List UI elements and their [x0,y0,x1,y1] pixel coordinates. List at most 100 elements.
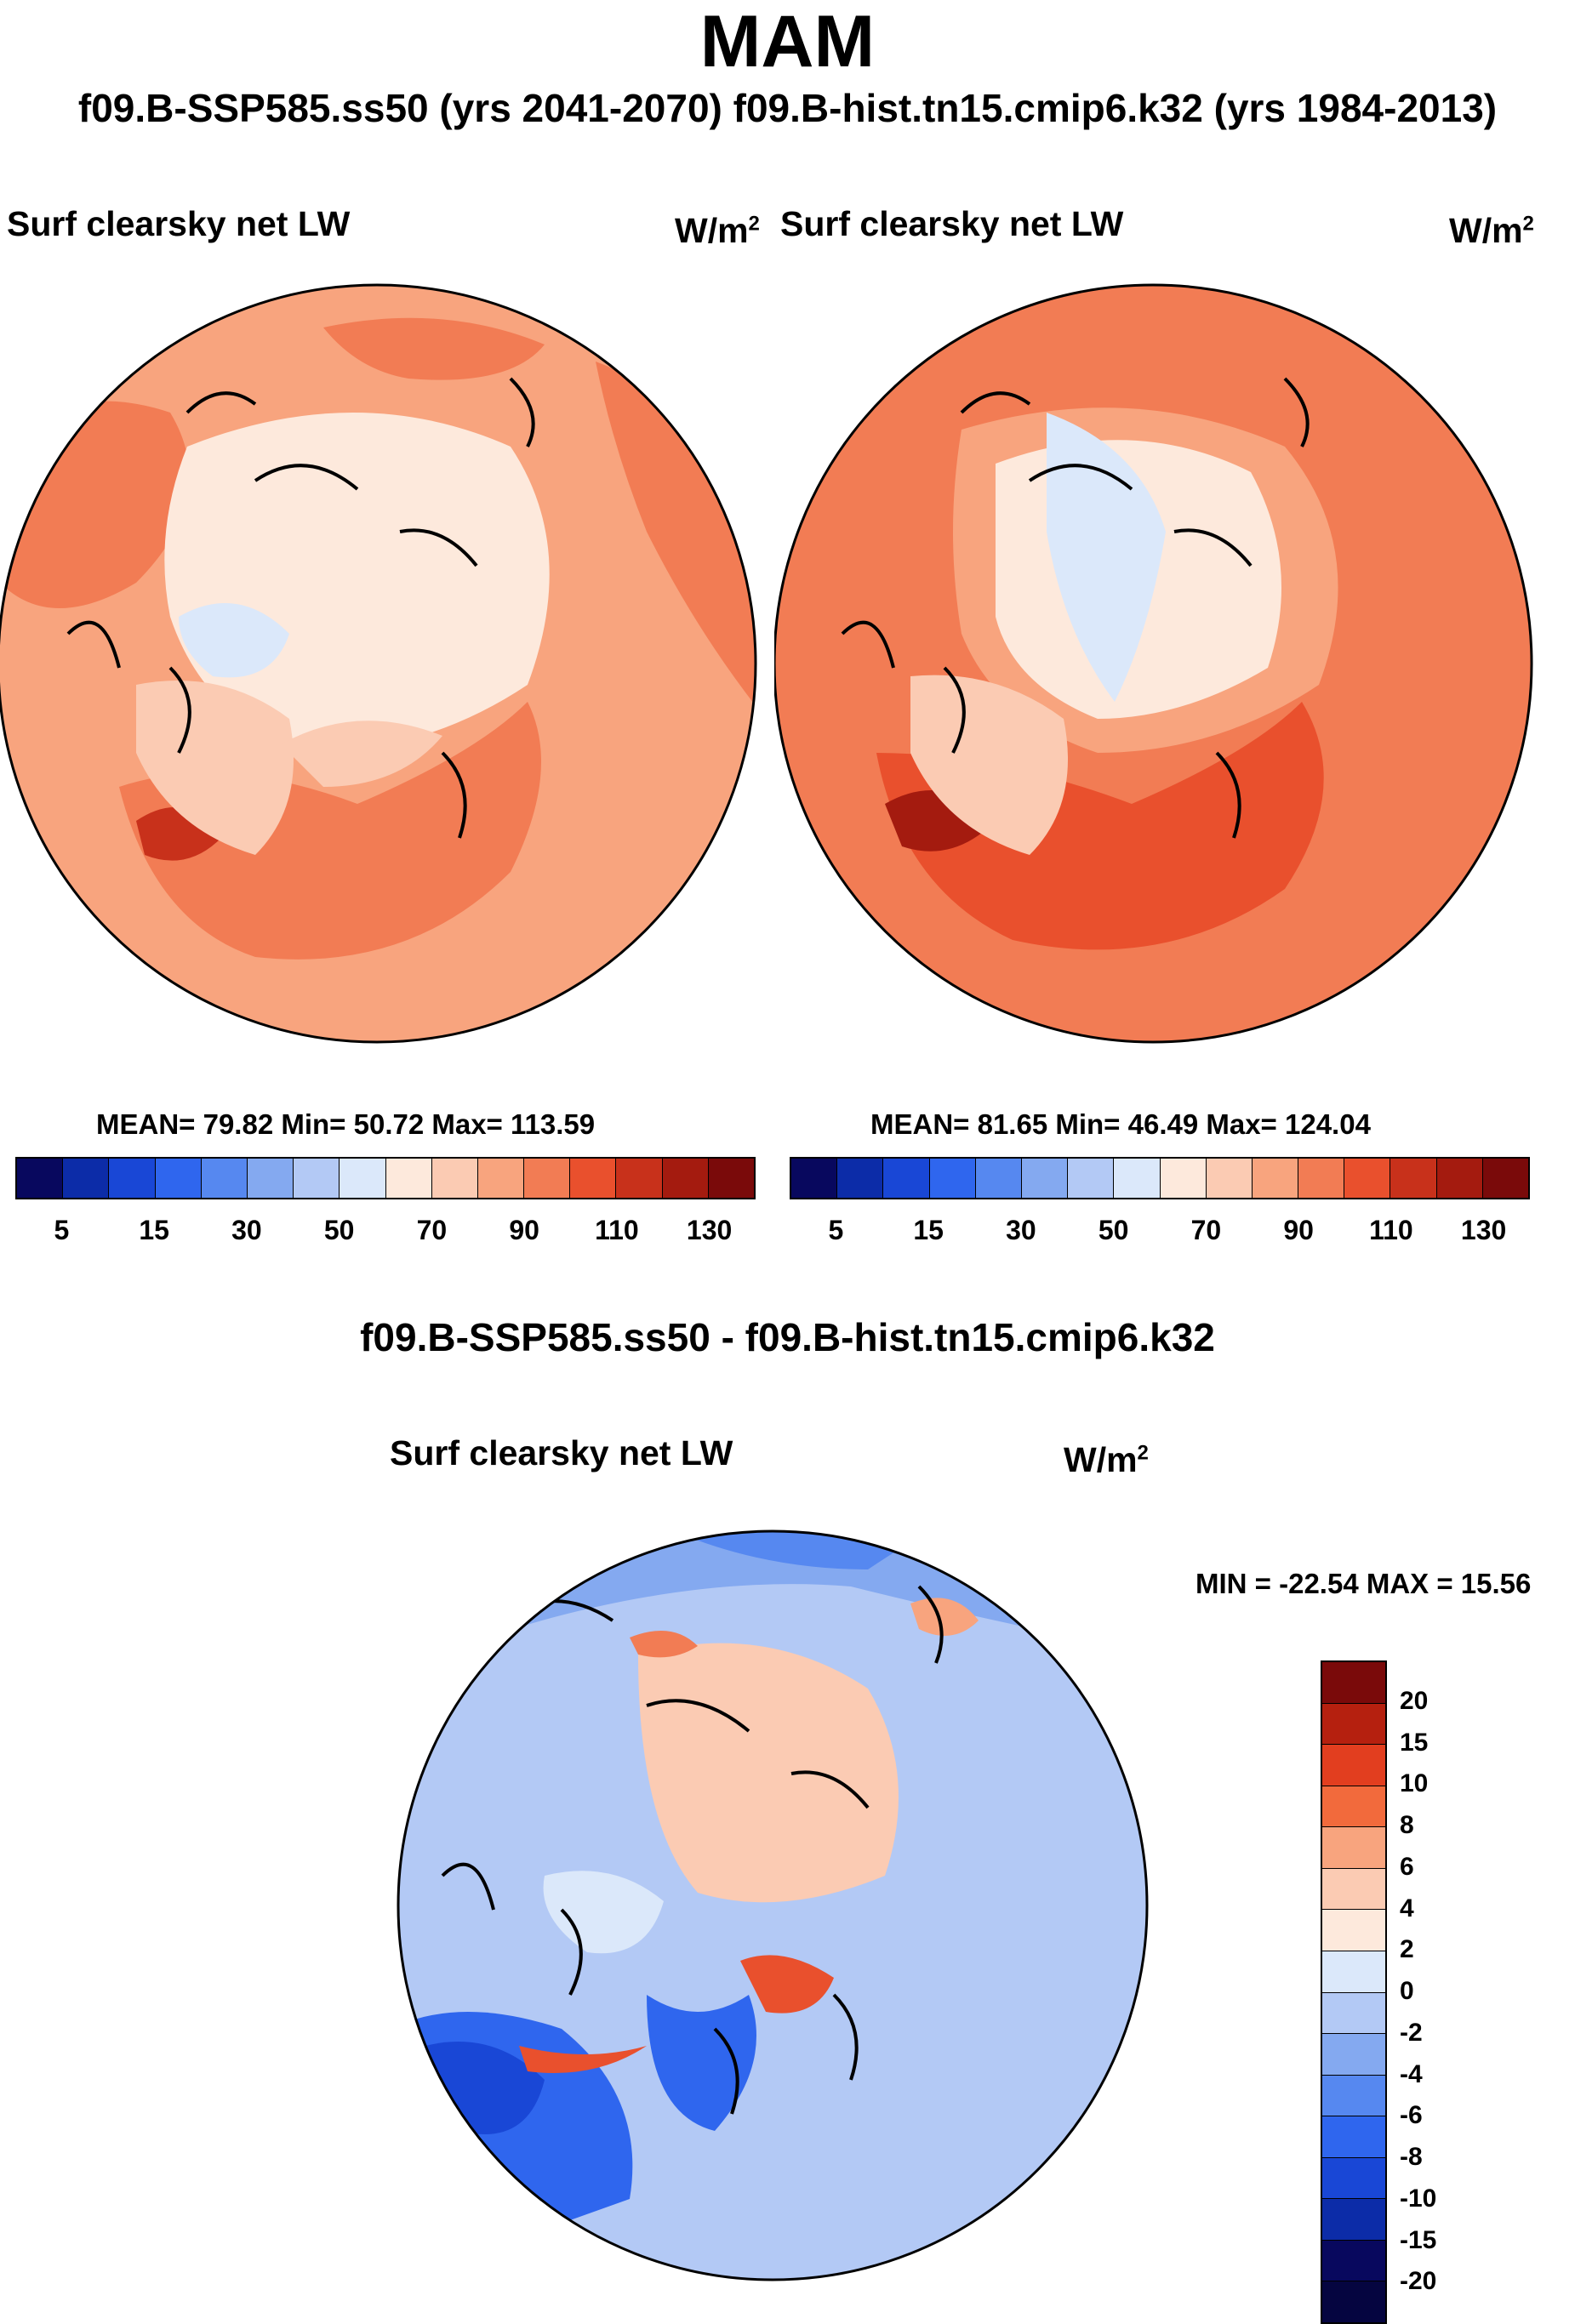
colorbar-swatch [1160,1159,1207,1198]
colorbar-swatch [929,1159,976,1198]
panel3-region-iceland-pos [519,2046,647,2073]
colorbar-tick-label: -2 [1400,2018,1423,2047]
colorbar-tick-label: 50 [323,1215,355,1245]
colorbar-tick-label: -20 [1400,2267,1437,2296]
colorbar-tick-label: 0 [1400,1977,1414,2005]
colorbar-swatch [385,1159,432,1198]
colorbar-tick-label: 90 [1283,1215,1314,1245]
panel2-title: Surf clearsky net LW [780,204,1124,243]
colorbar-swatch [1322,1662,1385,1704]
colorbar-swatch [1322,1992,1385,2035]
colorbar-tick-label: 4 [1400,1894,1414,1922]
colorbar-swatch [1482,1159,1528,1198]
panel1-region-ocean-edge [281,721,442,787]
colorbar-tick-label: 15 [913,1215,944,1245]
colorbar-tick-label: 30 [1006,1215,1036,1245]
colorbar-swatch [837,1159,884,1198]
colorbar-swatch [1322,1910,1385,1951]
colorbar-tick-label: 6 [1400,1852,1414,1881]
colorbar-swatch [1390,1159,1437,1198]
colorbar-swatch [201,1159,248,1198]
colorbar-swatch [1322,1703,1385,1746]
colorbar-tick-label: 110 [1369,1215,1413,1245]
colorbar-tick-label: 90 [509,1215,539,1245]
panel2-region-greenland [910,675,1068,855]
panel3-title: Surf clearsky net LW [390,1433,733,1472]
colorbar-swatch [708,1159,754,1198]
panel1-region-atlantic [119,702,541,960]
colorbar-tick-label: -10 [1400,2184,1437,2213]
colorbar-tick-label: -4 [1400,2059,1423,2088]
colorbar-swatch [1322,2116,1385,2158]
colorbar-tick-label: 8 [1400,1811,1414,1839]
colorbar-tick-label: -8 [1400,2143,1423,2171]
colorbar-swatch [1322,1868,1385,1911]
colorbar-swatch [883,1159,930,1198]
panel1-units: W/m2 [675,211,760,250]
panel3-region-norwegian-neg [647,1995,756,2131]
colorbar-tick-label: 2 [1400,1935,1414,1964]
panel3-coastlines [441,1585,944,2115]
colorbar-tick-label: 70 [416,1215,448,1245]
colorbar-swatch [1322,2157,1385,2200]
colorbar-swatch [431,1159,478,1198]
colorbar-swatch [1322,1951,1385,1993]
colorbar-swatch [1322,1786,1385,1828]
colorbar-swatch [247,1159,294,1198]
colorbar-swatch [17,1159,64,1198]
colorbar-tick-label: 30 [231,1215,262,1245]
panel3-units: W/m2 [1064,1440,1149,1479]
colorbar-tick-label: -6 [1400,2101,1423,2130]
colorbar-swatch [340,1159,386,1198]
colorbar-swatch [63,1159,110,1198]
colorbar-tick-label: 110 [595,1215,639,1245]
colorbar-swatch [1344,1159,1391,1198]
panel1-coastlines [66,377,535,839]
colorbar-tick-label: 130 [686,1215,733,1245]
panel2-units: W/m2 [1449,211,1534,250]
panel3-region-archipelago [543,1871,664,1954]
panel3-region-arctic-ocean [638,1643,899,1903]
colorbar-swatch [1322,2199,1385,2241]
colorbar-swatch [791,1159,838,1198]
colorbar-swatch [1068,1159,1115,1198]
colorbar-swatch [1322,2281,1385,2322]
panel1-polar-map [0,283,757,1044]
colorbar-swatch [1206,1159,1253,1198]
colorbar-swatch [1322,1745,1385,1786]
colorbar-swatch [570,1159,617,1198]
colorbar-swatch [616,1159,663,1198]
colorbar-swatch [294,1159,340,1198]
colorbar-swatch [524,1159,571,1198]
colorbar-swatch [1021,1159,1069,1198]
panel2-stats: MEAN= 81.65 Min= 46.49 Max= 124.04 [870,1108,1371,1140]
colorbar-tick-label: -15 [1400,2225,1437,2254]
colorbar-swatch [1322,1827,1385,1869]
colorbar-tick-label: 15 [1400,1728,1429,1757]
colorbar-tick-label: 5 [828,1215,844,1245]
colorbar-tick-label: 130 [1460,1215,1507,1245]
panel3-region-kara-pos [630,1631,698,1658]
panel3-map-border [397,1529,1149,2281]
panel1-region-archipelago [179,603,289,678]
panel2-colorbar [790,1157,1530,1199]
panel3-stats: MIN = -22.54 MAX = 15.56 [1196,1568,1532,1599]
panel3-polar-map [397,1529,1149,2281]
panel1-region-beaufort [323,317,545,380]
panel2-region-central-arctic [1047,413,1166,702]
panel3-region-bering [647,1531,953,1569]
panel3-region-labrador-pos [740,1955,834,2014]
colorbar-tick-label: 15 [139,1215,169,1245]
difference-title: f09.B-SSP585.ss50 - f09.B-hist.tn15.cmip… [360,1315,1215,1359]
panel1-map-border [0,283,757,1044]
colorbar-swatch [155,1159,202,1198]
colorbar-swatch [1322,2240,1385,2282]
figure-title: MAM [699,1,876,83]
colorbar-swatch [662,1159,709,1198]
panel3-colorbar [1321,1660,1387,2324]
colorbar-swatch [975,1159,1022,1198]
colorbar-tick-label: 5 [54,1215,70,1245]
panel2-map-border [774,283,1533,1044]
panel1-stats: MEAN= 79.82 Min= 50.72 Max= 113.59 [96,1108,596,1140]
panel1-region-greenland [136,681,294,855]
